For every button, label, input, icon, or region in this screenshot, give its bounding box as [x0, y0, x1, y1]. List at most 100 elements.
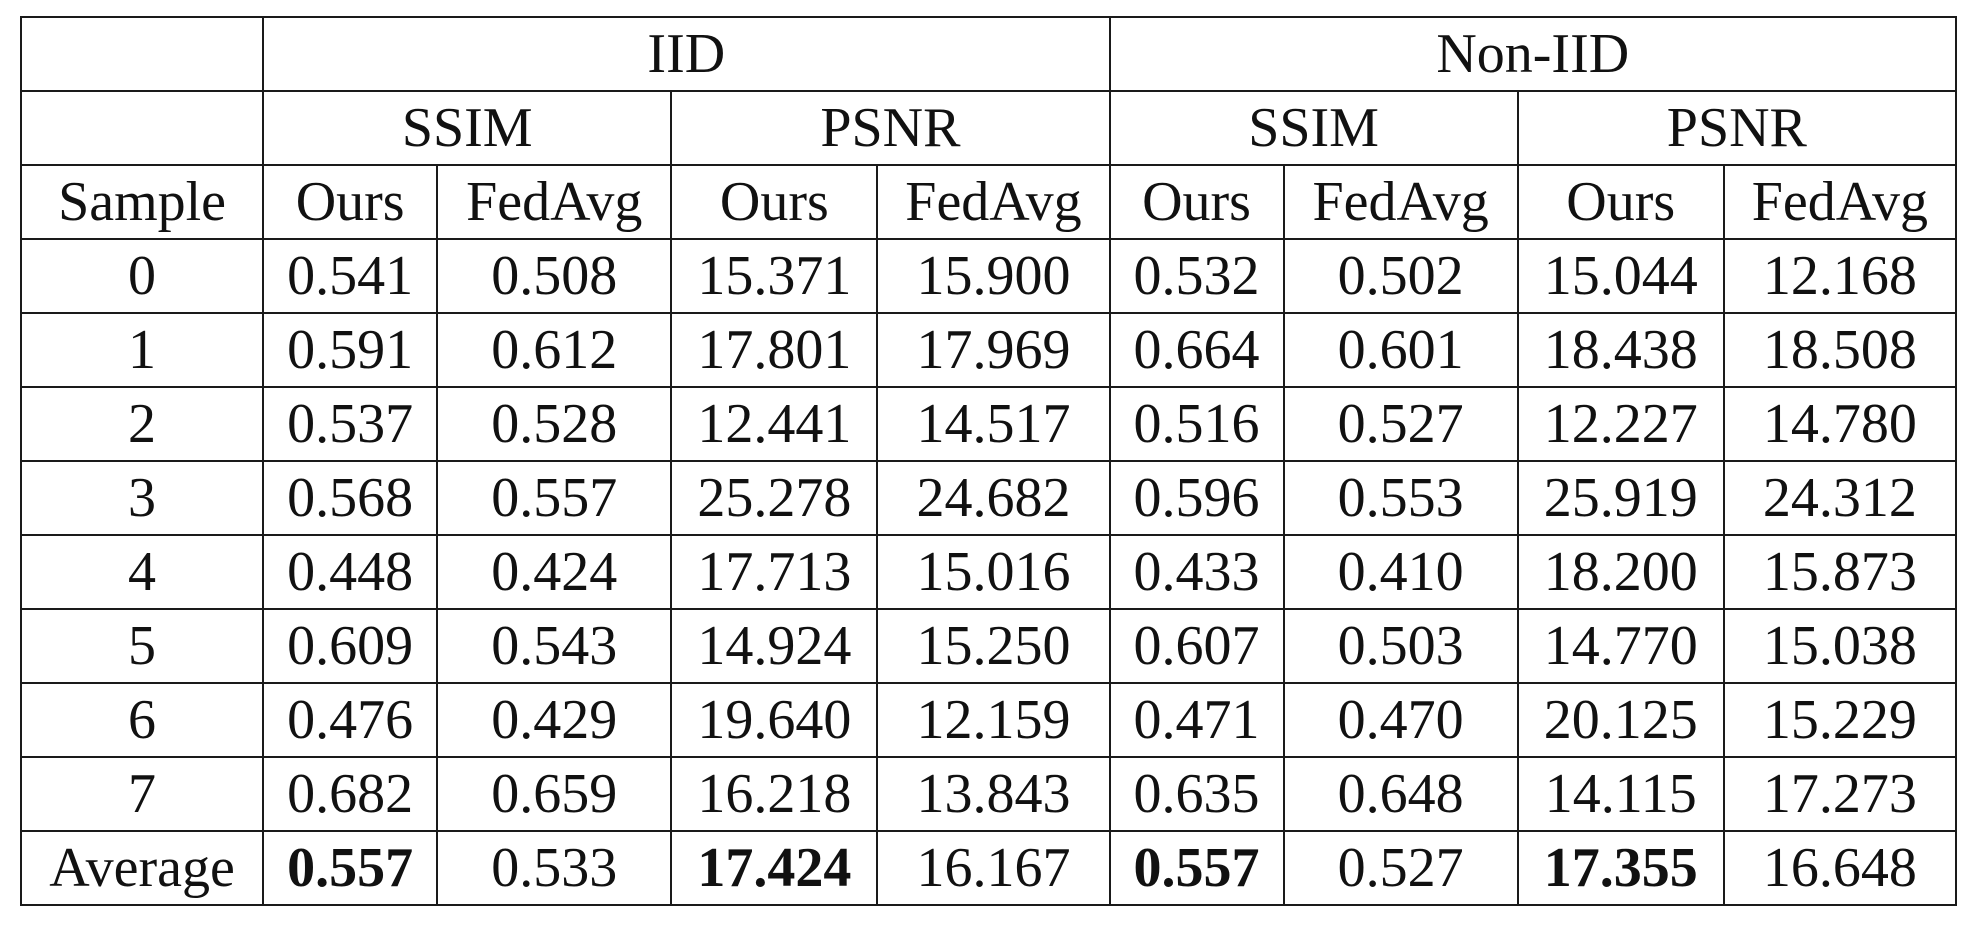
table-row: 2 0.537 0.528 12.441 14.517 0.516 0.527 … [19, 386, 1958, 462]
sample-id: 7 [19, 756, 265, 832]
table-cell: 15.016 [876, 534, 1111, 610]
average-cell: 16.648 [1722, 830, 1958, 906]
sample-id: 6 [19, 682, 265, 758]
metric-header-noniid-psnr: PSNR [1516, 90, 1958, 166]
table-cell: 17.801 [670, 312, 879, 388]
table-cell: 0.476 [262, 682, 439, 758]
table-cell: 18.200 [1516, 534, 1725, 610]
table-row: 5 0.609 0.543 14.924 15.250 0.607 0.503 … [19, 608, 1958, 684]
table-cell: 12.441 [670, 386, 879, 462]
table-row: 1 0.591 0.612 17.801 17.969 0.664 0.601 … [19, 312, 1958, 388]
table-cell: 15.873 [1722, 534, 1958, 610]
table-cell: 0.448 [262, 534, 439, 610]
table-cell: 14.770 [1516, 608, 1725, 684]
column-header: Ours [262, 164, 439, 240]
group-header-iid: IID [262, 16, 1111, 92]
sample-id: 3 [19, 460, 265, 536]
table-cell: 14.924 [670, 608, 879, 684]
table-cell: 12.159 [876, 682, 1111, 758]
table-cell: 0.503 [1282, 608, 1519, 684]
table-cell: 20.125 [1516, 682, 1725, 758]
table-cell: 13.843 [876, 756, 1111, 832]
table-cell: 0.557 [436, 460, 673, 536]
table-cell: 12.168 [1722, 238, 1958, 314]
table-cell: 0.527 [1282, 386, 1519, 462]
table-cell: 16.218 [670, 756, 879, 832]
table-cell: 17.713 [670, 534, 879, 610]
table-cell: 0.429 [436, 682, 673, 758]
corner-cell [19, 90, 265, 166]
average-cell: 16.167 [876, 830, 1111, 906]
table-cell: 0.502 [1282, 238, 1519, 314]
table-cell: 14.115 [1516, 756, 1725, 832]
table-cell: 15.900 [876, 238, 1111, 314]
table-row: 6 0.476 0.429 19.640 12.159 0.471 0.470 … [19, 682, 1958, 758]
metric-header-noniid-ssim: SSIM [1108, 90, 1519, 166]
table-cell: 0.508 [436, 238, 673, 314]
sample-id: 2 [19, 386, 265, 462]
table-cell: 25.278 [670, 460, 879, 536]
column-header: FedAvg [1722, 164, 1958, 240]
average-cell-best: 0.557 [1108, 830, 1285, 906]
group-header-non-iid: Non-IID [1108, 16, 1957, 92]
column-header: FedAvg [876, 164, 1111, 240]
table-cell: 15.044 [1516, 238, 1725, 314]
table-cell: 0.664 [1108, 312, 1285, 388]
table-cell: 0.516 [1108, 386, 1285, 462]
group-header-row: IID Non-IID [19, 16, 1957, 92]
table-cell: 0.609 [262, 608, 439, 684]
sample-id: 0 [19, 238, 265, 314]
column-header-sample: Sample [19, 164, 265, 240]
corner-cell [19, 16, 265, 92]
table-cell: 0.601 [1282, 312, 1519, 388]
table-cell: 0.543 [436, 608, 673, 684]
table-cell: 0.659 [436, 756, 673, 832]
table-cell: 0.532 [1108, 238, 1285, 314]
table-cell: 0.648 [1282, 756, 1519, 832]
table-cell: 0.410 [1282, 534, 1519, 610]
metric-header-iid-ssim: SSIM [262, 90, 673, 166]
table-cell: 0.424 [436, 534, 673, 610]
results-table: IID Non-IID SSIM PSNR SSIM PSNR Sample O… [19, 16, 1958, 906]
average-cell: 0.533 [436, 830, 673, 906]
sample-id: 5 [19, 608, 265, 684]
table-cell: 17.969 [876, 312, 1111, 388]
table-cell: 15.229 [1722, 682, 1958, 758]
average-cell-best: 0.557 [262, 830, 439, 906]
table-row: 3 0.568 0.557 25.278 24.682 0.596 0.553 … [19, 460, 1958, 536]
table-cell: 25.919 [1516, 460, 1725, 536]
table-row: 7 0.682 0.659 16.218 13.843 0.635 0.648 … [19, 756, 1958, 832]
table-cell: 0.635 [1108, 756, 1285, 832]
average-row: Average 0.557 0.533 17.424 16.167 0.557 … [19, 830, 1958, 906]
table-cell: 15.250 [876, 608, 1111, 684]
table-cell: 0.568 [262, 460, 439, 536]
table-cell: 15.371 [670, 238, 879, 314]
sample-id: 4 [19, 534, 265, 610]
table-row: 0 0.541 0.508 15.371 15.900 0.532 0.502 … [19, 238, 1958, 314]
table-cell: 0.470 [1282, 682, 1519, 758]
table-cell: 0.553 [1282, 460, 1519, 536]
table-row: 4 0.448 0.424 17.713 15.016 0.433 0.410 … [19, 534, 1958, 610]
table-cell: 0.528 [436, 386, 673, 462]
sample-id: 1 [19, 312, 265, 388]
column-header: Ours [1108, 164, 1285, 240]
table-cell: 12.227 [1516, 386, 1725, 462]
column-header: FedAvg [436, 164, 673, 240]
average-cell: 0.527 [1282, 830, 1519, 906]
table-cell: 14.517 [876, 386, 1111, 462]
table-cell: 0.596 [1108, 460, 1285, 536]
table-cell: 18.508 [1722, 312, 1958, 388]
table-cell: 14.780 [1722, 386, 1958, 462]
table-cell: 0.607 [1108, 608, 1285, 684]
metric-header-row: SSIM PSNR SSIM PSNR [19, 90, 1958, 166]
table-cell: 0.682 [262, 756, 439, 832]
average-cell-best: 17.424 [670, 830, 879, 906]
average-cell-best: 17.355 [1516, 830, 1725, 906]
table-cell: 17.273 [1722, 756, 1958, 832]
table-cell: 0.591 [262, 312, 439, 388]
table-cell: 19.640 [670, 682, 879, 758]
column-header: Ours [670, 164, 879, 240]
table-cell: 0.471 [1108, 682, 1285, 758]
column-header-row: Sample Ours FedAvg Ours FedAvg Ours FedA… [19, 164, 1958, 240]
metric-header-iid-psnr: PSNR [670, 90, 1111, 166]
